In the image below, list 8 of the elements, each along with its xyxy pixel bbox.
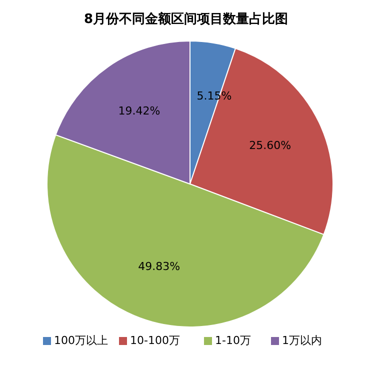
legend-label: 1-10万 [215,334,251,348]
chart-title: 8月份不同金额区间项目数量占比图 [84,11,288,27]
data-label: 25.60% [249,139,292,152]
data-label: 19.42% [118,104,160,118]
legend-label: 10-100万 [130,334,180,348]
legend-label: 1万以内 [282,334,322,348]
data-label: 49.83% [138,260,180,274]
legend-label: 100万以上 [54,334,108,348]
